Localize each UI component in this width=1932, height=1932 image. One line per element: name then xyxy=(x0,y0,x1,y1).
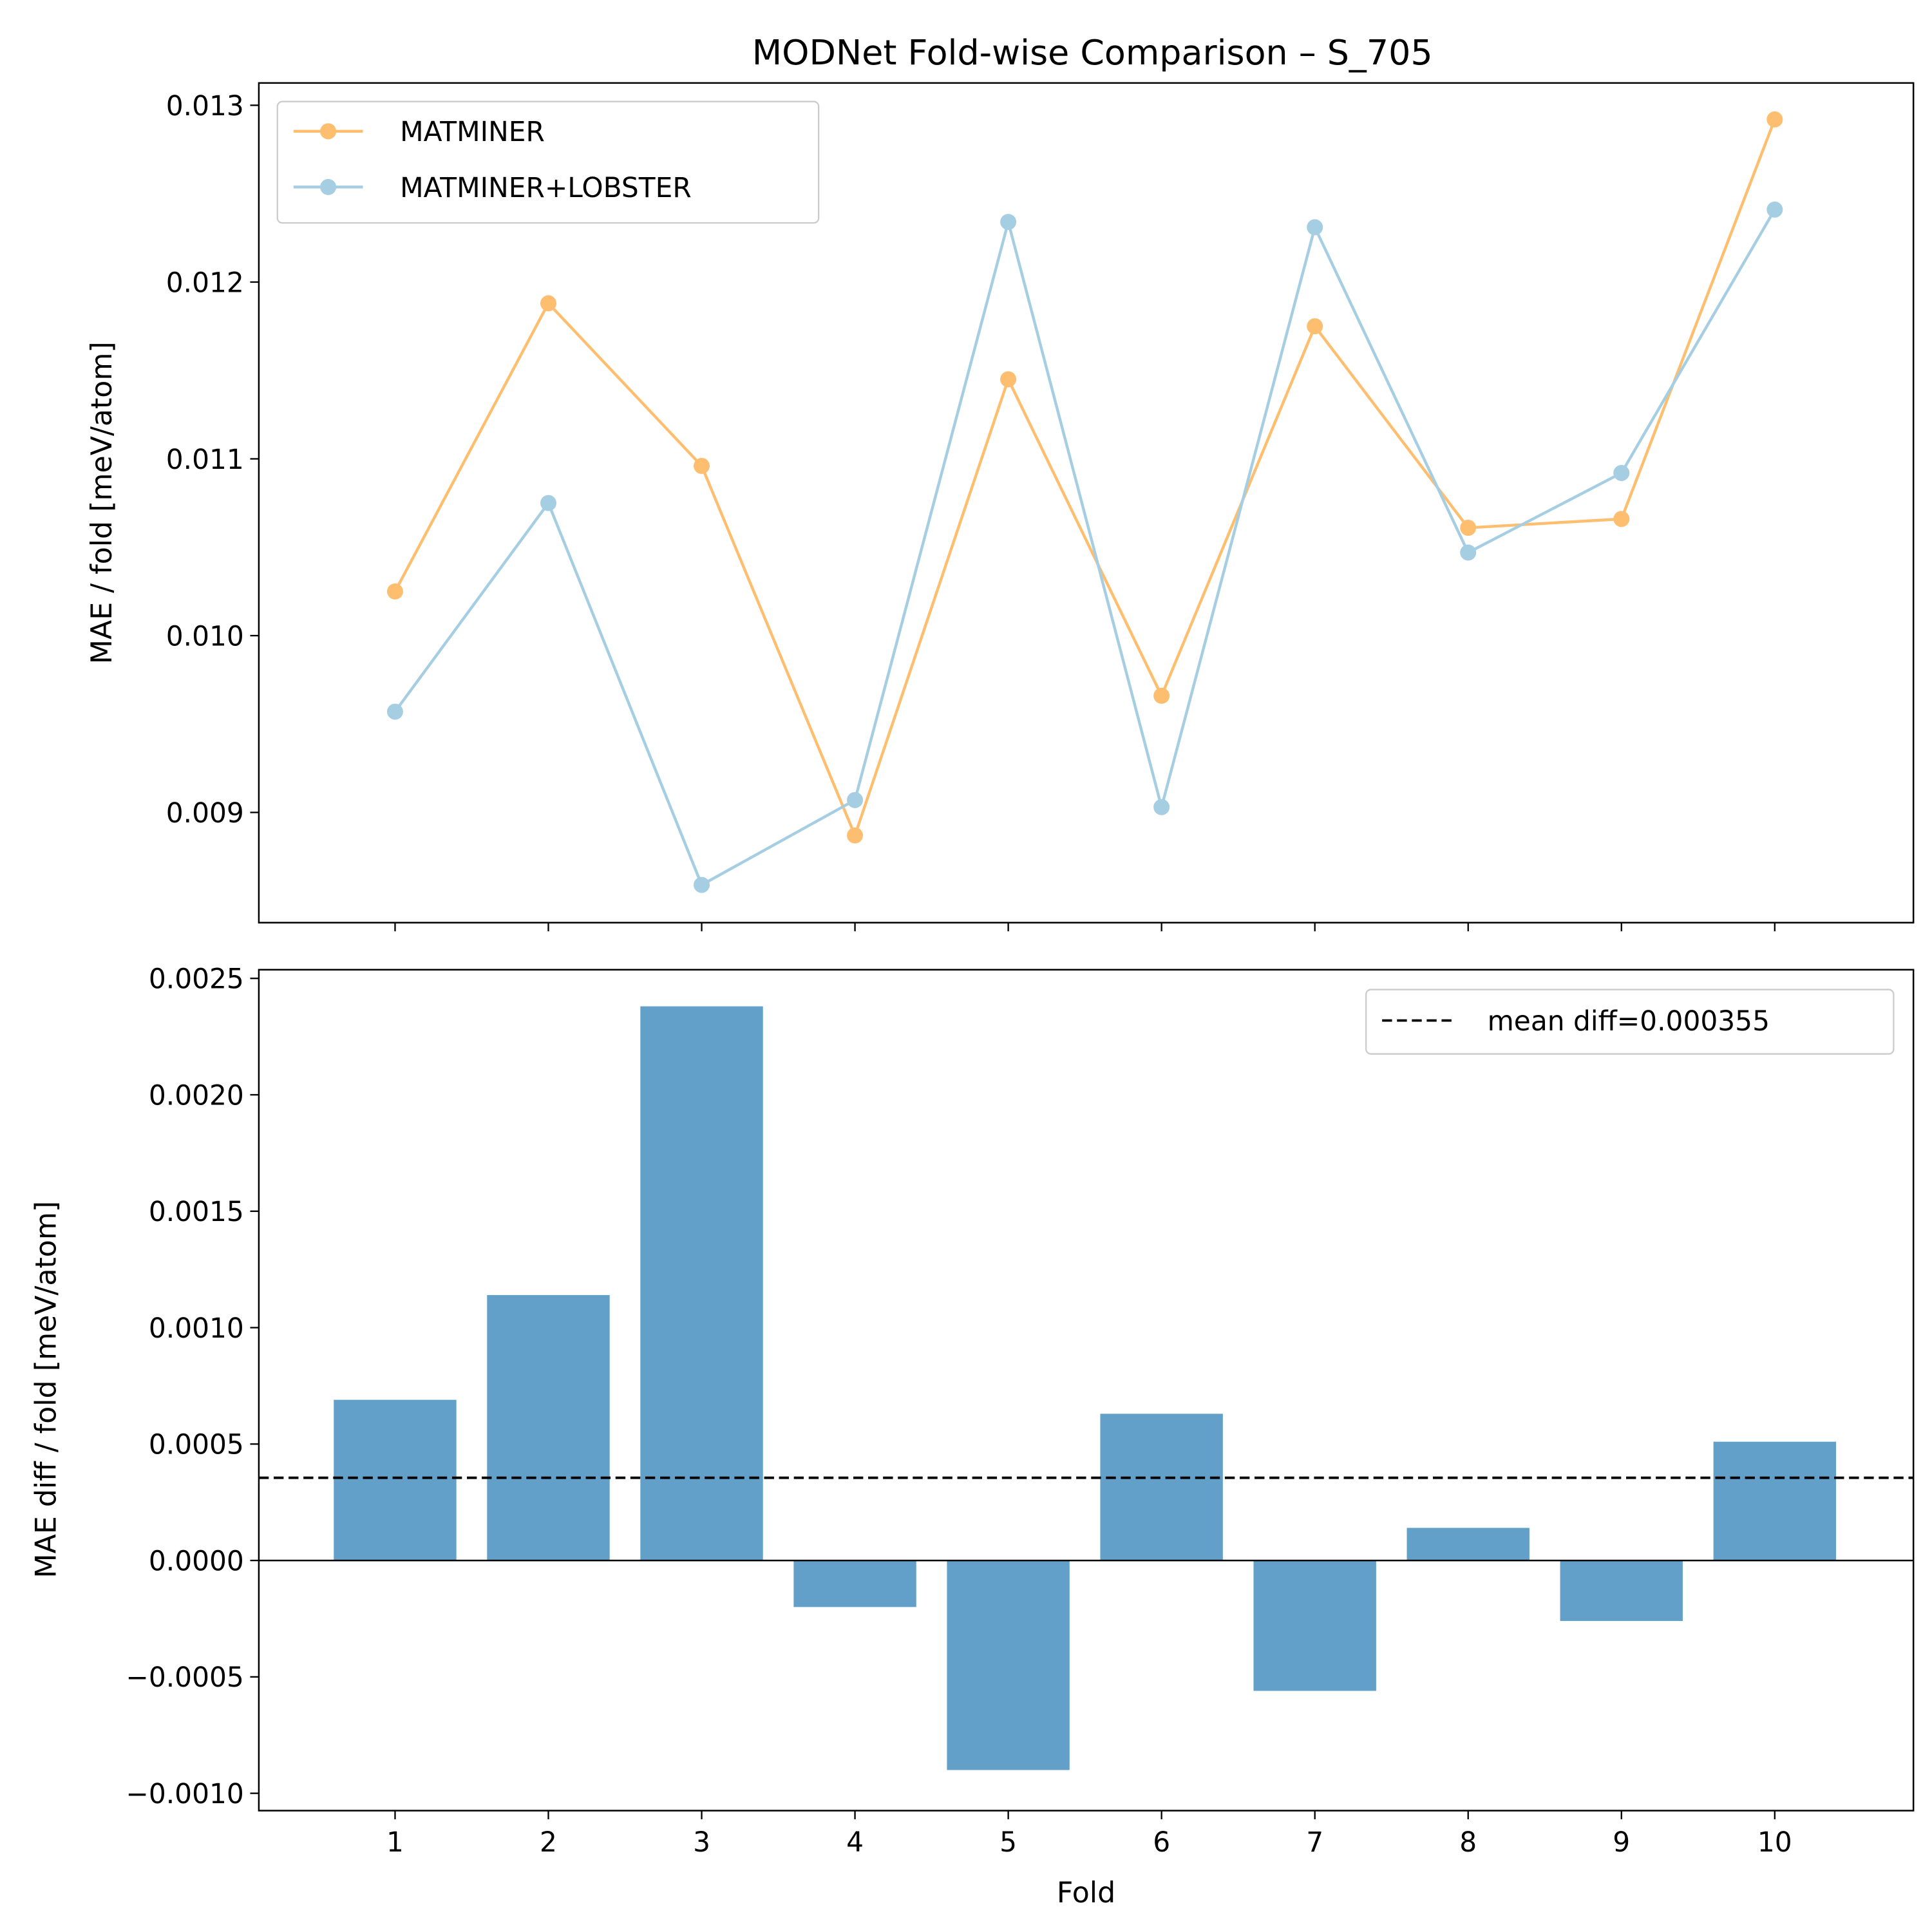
data-point xyxy=(386,583,403,600)
data-point xyxy=(1307,318,1323,335)
data-point xyxy=(1307,219,1323,236)
bar-fold-9 xyxy=(1560,1560,1683,1622)
data-point xyxy=(540,295,556,312)
legend-box xyxy=(1365,989,1895,1055)
y-tick-label: 0.009 xyxy=(166,797,244,829)
data-point xyxy=(1766,201,1783,218)
x-tick-label: 7 xyxy=(1306,1826,1323,1858)
data-point xyxy=(1460,520,1477,536)
bar-fold-6 xyxy=(1100,1414,1223,1561)
legend-marker xyxy=(320,123,337,140)
legend-box xyxy=(276,100,820,224)
y-tick-label: −0.0005 xyxy=(126,1662,243,1693)
series-line-matminer-lobster xyxy=(393,209,1776,887)
plot-frame xyxy=(258,82,1915,923)
legend: mean diff=0.000355 xyxy=(1365,989,1895,1055)
chart-title: MODNet Fold-wise Comparison – S_705 xyxy=(752,32,1433,73)
data-point xyxy=(540,495,556,511)
x-tick-label: 4 xyxy=(846,1826,864,1858)
data-point xyxy=(1000,214,1017,231)
x-tick-label: 5 xyxy=(999,1826,1017,1858)
bar-fold-1 xyxy=(334,1399,457,1561)
data-point xyxy=(694,457,710,474)
data-point xyxy=(847,791,864,808)
y-tick-label: 0.0010 xyxy=(149,1312,244,1344)
bottom-y-axis-label: MAE diff / fold [meV/atom] xyxy=(30,1201,63,1578)
data-point xyxy=(386,703,403,720)
y-tick-label: −0.0010 xyxy=(126,1778,243,1810)
x-tick-label: 10 xyxy=(1757,1826,1792,1858)
y-tick-label: 0.0025 xyxy=(149,963,244,995)
x-axis-label: Fold xyxy=(1057,1877,1115,1909)
bar-fold-2 xyxy=(487,1294,610,1561)
bar-fold-5 xyxy=(947,1560,1070,1770)
x-tick-label: 9 xyxy=(1613,1826,1630,1858)
data-point xyxy=(847,827,864,844)
data-point xyxy=(1613,511,1630,527)
x-tick-label: 1 xyxy=(386,1826,404,1858)
legend-label: MATMINER xyxy=(400,116,545,147)
bar-fold-10 xyxy=(1713,1441,1836,1561)
data-point xyxy=(1460,544,1477,561)
data-point xyxy=(694,876,710,893)
x-tick-label: 3 xyxy=(693,1826,710,1858)
legend: MATMINER MATMINER+LOBSTER xyxy=(276,100,820,224)
top-y-axis-label: MAE / fold [meV/atom] xyxy=(86,341,118,664)
data-point xyxy=(1153,799,1170,815)
y-tick-label: 0.0015 xyxy=(149,1196,244,1227)
data-point xyxy=(1000,371,1017,388)
y-tick-label: 0.012 xyxy=(166,267,244,298)
bar-fold-8 xyxy=(1406,1528,1530,1561)
bar-fold-4 xyxy=(793,1560,916,1607)
top-axes: 0.0090.0100.0110.0120.013MATMINERMATMINE… xyxy=(166,82,1915,932)
legend-label: MATMINER+LOBSTER xyxy=(400,172,692,204)
legend-marker xyxy=(320,178,337,195)
x-tick-label: 8 xyxy=(1459,1826,1477,1858)
data-point xyxy=(1766,111,1783,128)
y-tick-label: 0.0000 xyxy=(149,1545,244,1577)
y-tick-label: 0.013 xyxy=(166,90,244,122)
x-tick-label: 2 xyxy=(540,1826,557,1858)
y-tick-label: 0.0020 xyxy=(149,1079,244,1111)
y-tick-label: 0.011 xyxy=(166,444,244,475)
y-tick-label: 0.010 xyxy=(166,620,244,652)
plot-frame xyxy=(258,969,1915,1812)
bar-fold-7 xyxy=(1253,1560,1376,1691)
bar-fold-3 xyxy=(640,1006,763,1561)
bottom-axes: −0.0010 −0.0005 0.0000 0.0005 0.0010 0.0015 0.… xyxy=(126,963,1915,1858)
series-line-matminer xyxy=(393,118,1776,840)
y-tick-label: 0.0005 xyxy=(149,1429,244,1461)
x-tick-label: 6 xyxy=(1153,1826,1170,1858)
data-point xyxy=(1153,687,1170,704)
data-point xyxy=(1613,464,1630,481)
legend-label: mean diff=0.000355 xyxy=(1488,1005,1770,1037)
